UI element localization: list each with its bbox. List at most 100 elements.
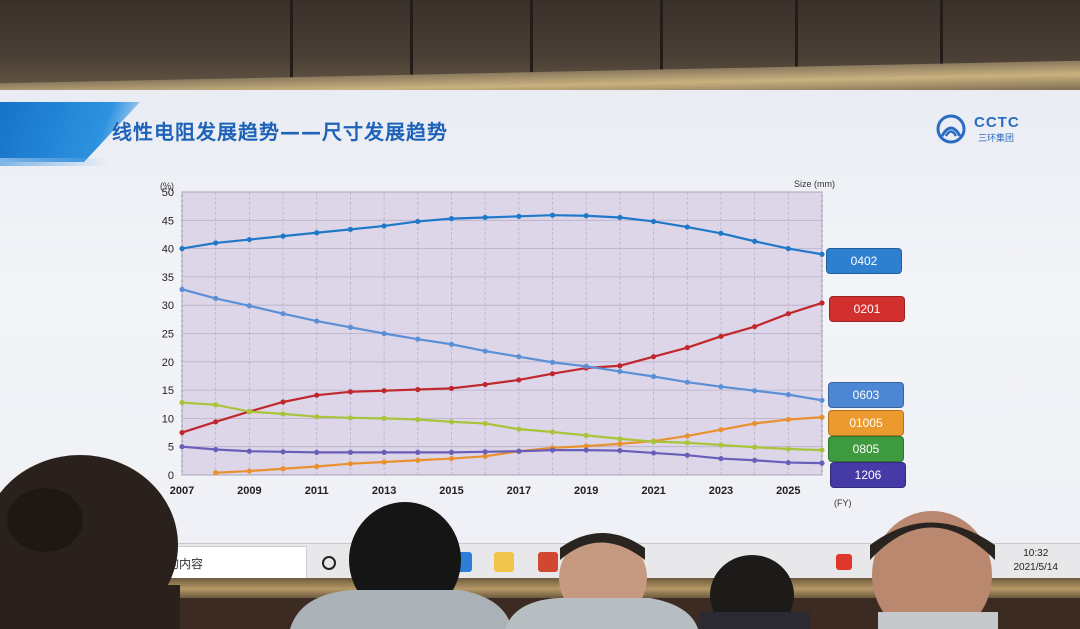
data-point-0603 (516, 354, 522, 360)
logo-text: CCTC (974, 114, 1020, 131)
data-point-0603 (280, 311, 286, 317)
data-point-0402 (347, 226, 354, 232)
data-point-0805 (684, 440, 690, 446)
data-point-0201 (549, 371, 556, 377)
data-point-0201 (617, 363, 623, 369)
edge-browser-icon[interactable] (452, 552, 472, 572)
data-point-0201 (415, 386, 421, 393)
data-point-0402 (482, 214, 488, 221)
cortana-circle-icon[interactable] (322, 556, 336, 570)
data-point-0603 (684, 379, 690, 385)
data-point-1206 (314, 449, 320, 455)
series-line-1206 (181, 445, 823, 465)
data-point-1206 (213, 446, 219, 453)
screen-frame-bottom (0, 578, 1080, 600)
data-point-0805 (347, 415, 354, 421)
data-point-01005 (583, 443, 589, 449)
wall-panel (530, 0, 663, 80)
data-point-1206 (583, 447, 589, 453)
data-point-0201 (785, 311, 791, 317)
data-point-0805 (617, 436, 623, 442)
data-point-0201 (819, 300, 825, 306)
data-point-1206 (448, 449, 455, 455)
wall-panel (410, 0, 533, 80)
data-point-0201 (448, 385, 455, 392)
chart-series (179, 212, 825, 476)
wall-panel (660, 0, 798, 80)
data-point-0201 (347, 389, 354, 395)
data-point-0402 (179, 246, 185, 252)
data-point-0603 (617, 368, 623, 375)
data-point-0402 (684, 224, 690, 230)
x-unit-label: (FY) (834, 498, 852, 508)
data-point-01005 (415, 457, 421, 463)
data-point-0402 (752, 238, 758, 244)
data-point-1206 (752, 457, 758, 463)
data-point-0402 (213, 240, 219, 246)
wall-panel (795, 0, 943, 80)
data-point-0201 (650, 354, 657, 360)
data-point-0603 (415, 336, 421, 342)
taskbar-clock[interactable]: 10:32 2021/5/14 (1014, 547, 1059, 575)
data-point-1206 (785, 459, 791, 466)
data-point-0805 (381, 415, 387, 421)
data-point-0201 (752, 324, 758, 330)
x-tick-label: 2023 (709, 485, 733, 497)
data-point-01005 (684, 433, 690, 439)
data-point-0805 (213, 402, 219, 408)
stage-wall (0, 598, 1080, 629)
series-line-0201 (181, 301, 823, 434)
data-point-1206 (179, 444, 185, 450)
data-point-01005 (280, 466, 286, 472)
wall-panel (150, 0, 293, 80)
powerpoint-icon[interactable] (538, 552, 558, 572)
taskbar-search-box[interactable]: 的内容 (0, 546, 307, 580)
data-point-0603 (650, 373, 657, 380)
data-point-0402 (280, 233, 286, 239)
data-point-1206 (718, 455, 724, 462)
data-point-01005 (448, 455, 455, 462)
data-point-0603 (482, 348, 488, 354)
data-point-0805 (819, 447, 825, 453)
input-method-icon[interactable] (836, 554, 852, 570)
y-tick-label: 40 (162, 244, 174, 256)
y-tick-label: 0 (168, 470, 174, 482)
data-point-1206 (347, 449, 354, 455)
data-point-0603 (179, 286, 185, 292)
series-line-0402 (181, 214, 823, 256)
data-point-1206 (819, 460, 825, 466)
x-tick-label: 2011 (305, 485, 329, 497)
data-point-01005 (617, 441, 623, 447)
y-unit-label: (%) (160, 181, 174, 191)
y-tick-label: 50 (162, 187, 174, 199)
data-point-01005 (246, 468, 252, 474)
data-point-0402 (785, 246, 791, 252)
legend-tag-0402: 0402 (826, 248, 902, 274)
data-point-0805 (516, 426, 522, 432)
data-point-0603 (583, 363, 589, 369)
data-point-01005 (718, 427, 724, 433)
data-point-0805 (752, 444, 758, 450)
clock-date: 2021/5/14 (1013, 562, 1059, 573)
series-line-0805 (181, 401, 823, 452)
data-point-0201 (482, 381, 488, 388)
data-point-0402 (448, 216, 455, 222)
chart-grid (181, 191, 823, 476)
data-point-0201 (213, 419, 219, 425)
x-tick-label: 2021 (641, 485, 665, 497)
logo-subtext: 三环集团 (978, 134, 1015, 144)
data-point-0402 (381, 223, 387, 229)
data-point-0402 (819, 251, 825, 257)
y-tick-label: 25 (162, 329, 174, 341)
file-explorer-icon[interactable] (494, 552, 514, 572)
data-point-1206 (381, 449, 387, 455)
data-point-0805 (482, 420, 488, 427)
legend-tag-0201: 0201 (829, 296, 905, 322)
legend-tag-0805: 0805 (828, 436, 904, 462)
data-point-0201 (280, 399, 286, 405)
y-tick-label: 20 (162, 357, 174, 369)
data-point-0201 (684, 345, 690, 351)
projection-screen: 线性电阻发展趋势——尺寸发展趋势 CCTC 三环集团 0 5 10 15 20 25 30 3… (0, 90, 1080, 582)
data-point-01005 (381, 459, 387, 465)
